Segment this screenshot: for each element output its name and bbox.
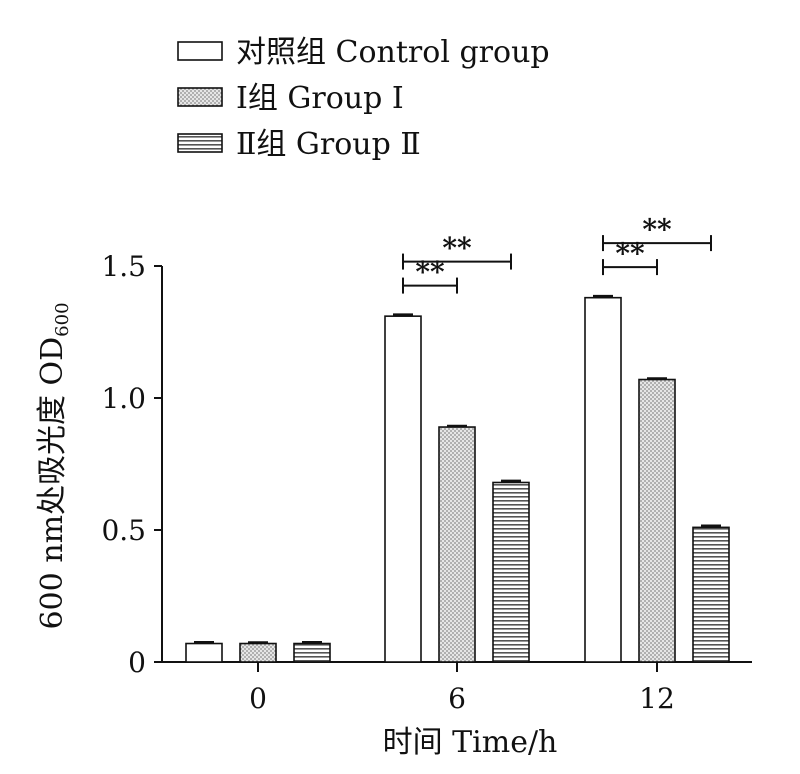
significance-label: ** (415, 256, 445, 289)
legend-swatch (177, 133, 223, 153)
y-axis-label-main: 600 nm处吸光度 OD (35, 337, 70, 630)
bar (185, 642, 223, 663)
bar (584, 296, 622, 663)
x-axis-label: 时间 Time/h (383, 725, 558, 760)
bar (492, 481, 530, 663)
y-axis-label: 600 nm处吸光度 OD600 (35, 302, 73, 629)
legend: 对照组 Control group Ⅰ组 Group Ⅰ Ⅱ组 Group Ⅱ (177, 35, 550, 162)
significance-label: ** (642, 213, 672, 246)
y-tick-label: 1.0 (101, 382, 146, 415)
significance-label: ** (442, 232, 472, 265)
y-tick-label: 0.5 (101, 514, 146, 547)
legend-label: Ⅱ组 Group Ⅱ (236, 127, 421, 162)
x-tick-label: 0 (249, 682, 267, 715)
bar (293, 642, 331, 663)
bar (638, 378, 676, 663)
bar (692, 526, 730, 663)
legend-label: 对照组 Control group (236, 35, 550, 70)
y-axis-label-subscript: 600 (52, 302, 73, 336)
y-tick-label: 1.5 (101, 250, 146, 283)
bar (239, 642, 277, 663)
y-tick-label: 0 (128, 646, 146, 679)
x-tick-label: 12 (639, 682, 675, 715)
legend-label: Ⅰ组 Group Ⅰ (236, 81, 404, 116)
legend-swatch (177, 87, 223, 107)
significance-label: ** (615, 237, 645, 270)
legend-swatch (177, 41, 223, 61)
x-tick-label: 6 (448, 682, 466, 715)
bar (438, 426, 476, 663)
significance-annotations: **** **** (402, 213, 712, 294)
bars (185, 294, 730, 663)
bar (384, 315, 422, 663)
